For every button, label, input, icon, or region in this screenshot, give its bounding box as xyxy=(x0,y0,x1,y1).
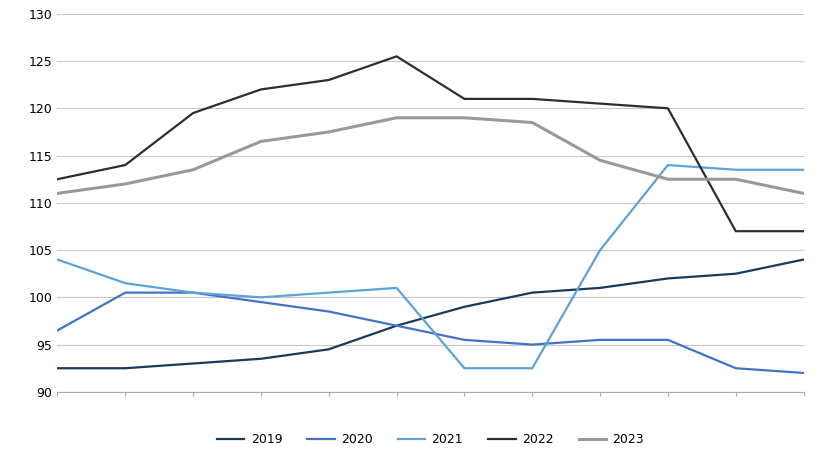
2021 xyxy=(459,366,468,371)
2021 xyxy=(256,295,265,300)
2023 xyxy=(324,129,333,135)
2022 xyxy=(798,229,808,234)
2022 xyxy=(188,110,197,116)
2019 xyxy=(324,347,333,352)
2019 xyxy=(663,276,672,281)
2020 xyxy=(256,299,265,305)
2021 xyxy=(527,366,536,371)
2019 xyxy=(798,257,808,262)
2019 xyxy=(52,366,62,371)
2020 xyxy=(595,337,604,343)
2023 xyxy=(188,167,197,172)
2020 xyxy=(527,342,536,348)
2022 xyxy=(527,96,536,101)
2020 xyxy=(459,337,468,343)
2023 xyxy=(663,177,672,182)
Line: 2020: 2020 xyxy=(57,293,803,373)
2022 xyxy=(595,101,604,106)
2019 xyxy=(188,361,197,366)
2019 xyxy=(459,304,468,310)
2023 xyxy=(391,115,401,121)
2021 xyxy=(120,280,130,286)
2020 xyxy=(391,323,401,329)
2021 xyxy=(730,167,740,172)
2021 xyxy=(595,247,604,253)
2019 xyxy=(256,356,265,361)
Line: 2023: 2023 xyxy=(57,118,803,194)
Line: 2019: 2019 xyxy=(57,260,803,368)
2021 xyxy=(324,290,333,296)
2021 xyxy=(663,162,672,168)
2023 xyxy=(798,191,808,196)
2021 xyxy=(391,285,401,291)
2021 xyxy=(52,257,62,262)
2022 xyxy=(730,229,740,234)
2019 xyxy=(595,285,604,291)
2019 xyxy=(527,290,536,296)
2023 xyxy=(595,158,604,163)
2020 xyxy=(120,290,130,296)
2023 xyxy=(459,115,468,121)
2022 xyxy=(52,177,62,182)
2022 xyxy=(324,77,333,83)
2022 xyxy=(391,53,401,59)
2020 xyxy=(52,328,62,333)
2020 xyxy=(324,309,333,314)
2019 xyxy=(120,366,130,371)
Legend: 2019, 2020, 2021, 2022, 2023: 2019, 2020, 2021, 2022, 2023 xyxy=(212,428,648,451)
2020 xyxy=(663,337,672,343)
2020 xyxy=(730,366,740,371)
2022 xyxy=(459,96,468,101)
2021 xyxy=(188,290,197,296)
2022 xyxy=(120,162,130,168)
2023 xyxy=(52,191,62,196)
2019 xyxy=(391,323,401,329)
2023 xyxy=(527,120,536,125)
Line: 2021: 2021 xyxy=(57,165,803,368)
2020 xyxy=(798,370,808,376)
2022 xyxy=(256,87,265,92)
2019 xyxy=(730,271,740,277)
2020 xyxy=(188,290,197,296)
Line: 2022: 2022 xyxy=(57,56,803,231)
2023 xyxy=(730,177,740,182)
2023 xyxy=(256,139,265,144)
2023 xyxy=(120,181,130,187)
2021 xyxy=(798,167,808,172)
2022 xyxy=(663,106,672,111)
